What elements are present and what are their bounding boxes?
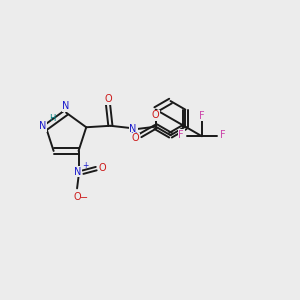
Text: F: F (220, 130, 225, 140)
Text: N: N (39, 121, 46, 131)
Text: H: H (130, 132, 136, 141)
Text: O: O (73, 192, 81, 202)
Text: N: N (62, 101, 70, 111)
Text: +: + (82, 161, 89, 170)
Text: N: N (129, 124, 137, 134)
Text: H: H (49, 114, 56, 123)
Text: −: − (80, 193, 88, 203)
Text: O: O (152, 110, 160, 121)
Text: O: O (131, 134, 139, 143)
Text: F: F (199, 111, 205, 121)
Text: O: O (104, 94, 112, 104)
Text: F: F (178, 130, 184, 140)
Text: O: O (98, 163, 106, 173)
Text: N: N (74, 167, 82, 177)
